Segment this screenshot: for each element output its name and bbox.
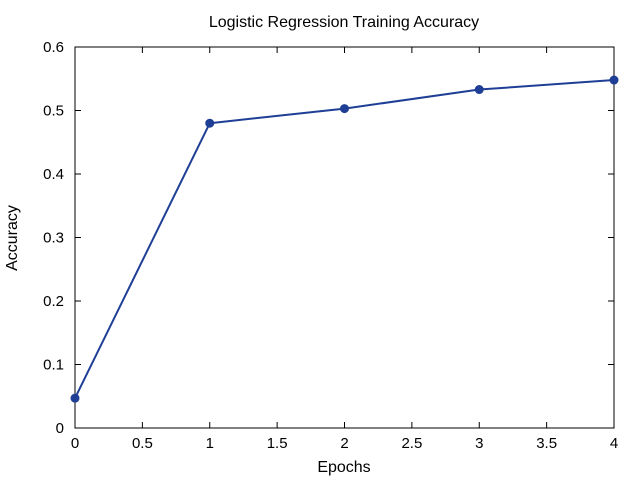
- x-tick-label: 2.5: [401, 435, 422, 452]
- series-layer: [70, 75, 619, 403]
- x-tick-label: 3.5: [536, 435, 557, 452]
- x-tick-label: 1.5: [267, 435, 288, 452]
- y-tick-label: 0.4: [43, 166, 64, 183]
- y-tick-label: 0.5: [43, 103, 64, 120]
- tick-labels: 0 0.5 1 1.5 2 2.5 3 3.5 4 0 0.1 0.2 0.3 0.4 0.5 0.6: [43, 39, 618, 452]
- y-tick-label: 0.2: [43, 293, 64, 310]
- data-point: [609, 75, 619, 85]
- x-tick-label: 4: [610, 435, 618, 452]
- data-point: [70, 393, 80, 403]
- y-tick-label: 0.6: [43, 39, 64, 56]
- x-tick-label: 3: [475, 435, 483, 452]
- data-point: [340, 104, 349, 114]
- x-tick-label: 0: [71, 435, 79, 452]
- x-tick-label: 1: [206, 435, 214, 452]
- plot-frame: [74, 46, 615, 429]
- x-tick-label: 0.5: [132, 435, 153, 452]
- y-tick-label: 0: [56, 420, 64, 437]
- data-point: [205, 118, 215, 128]
- y-axis-label: Accuracy: [4, 205, 21, 271]
- series-line: [74, 79, 615, 399]
- y-tick-label: 0.3: [43, 230, 64, 247]
- x-tick-label: 2: [340, 435, 348, 452]
- y-tick-label: 0.1: [43, 357, 64, 374]
- data-point: [474, 85, 484, 95]
- chart-title: Logistic Regression Training Accuracy: [209, 14, 479, 31]
- x-axis-label: Epochs: [317, 459, 370, 476]
